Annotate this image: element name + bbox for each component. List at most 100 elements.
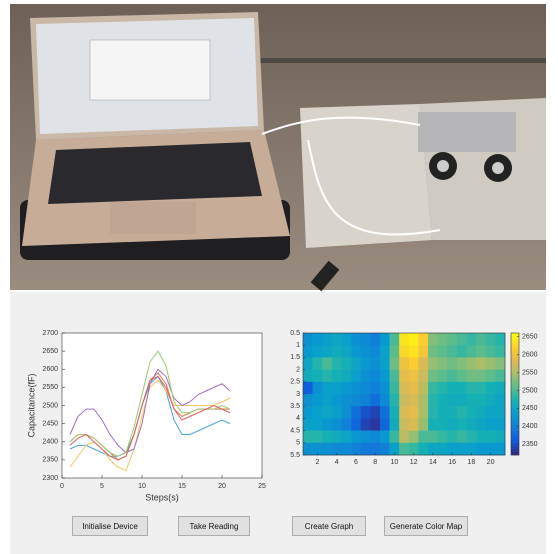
heat-cell xyxy=(457,418,467,431)
heat-cell xyxy=(438,333,448,346)
x-tick-label: 16 xyxy=(448,459,456,466)
heat-cell xyxy=(322,345,332,358)
colorbar-segment xyxy=(511,391,519,394)
heat-cell xyxy=(322,431,332,444)
heat-cell xyxy=(399,394,409,407)
heat-cell xyxy=(457,357,467,370)
colorbar-segment xyxy=(511,348,519,351)
colorbar-segment xyxy=(511,434,519,437)
heat-cell xyxy=(313,431,323,444)
page: 2300235024002450250025502600265027000510… xyxy=(0,0,558,554)
heat-cell xyxy=(476,357,486,370)
colorbar-segment xyxy=(511,357,519,360)
heat-cell xyxy=(322,418,332,431)
heat-cell xyxy=(390,345,400,358)
button[interactable]: Generate Color Map xyxy=(384,516,468,536)
heat-cell xyxy=(399,406,409,419)
colorbar-segment xyxy=(511,449,519,452)
heat-cell xyxy=(303,406,313,419)
heat-cell xyxy=(418,370,428,383)
heat-cell xyxy=(438,418,448,431)
colorbar-segment xyxy=(511,437,519,440)
button[interactable]: Initialise Device xyxy=(72,516,148,536)
heat-cell xyxy=(380,357,390,370)
heat-cell xyxy=(332,406,342,419)
colorbar-segment xyxy=(511,415,519,418)
heat-cell xyxy=(341,345,351,358)
heat-cell xyxy=(447,431,457,444)
heat-cell xyxy=(341,431,351,444)
heat-cell xyxy=(476,382,486,395)
heat-cell xyxy=(428,406,438,419)
y-tick-label: 5.5 xyxy=(290,452,300,459)
heat-cell xyxy=(438,345,448,358)
x-tick-label: 6 xyxy=(354,459,358,466)
heat-cell xyxy=(380,431,390,444)
colorbar-segment xyxy=(511,354,519,357)
heat-cell xyxy=(467,418,477,431)
x-tick-label: 15 xyxy=(178,483,186,490)
y-tick-label: 2.5 xyxy=(290,379,300,386)
heat-cell xyxy=(399,333,409,346)
heat-cell xyxy=(476,406,486,419)
colorbar-segment xyxy=(511,382,519,385)
heat-cell xyxy=(447,382,457,395)
colorbar-segment xyxy=(511,364,519,367)
heat-cell xyxy=(447,394,457,407)
heat-cell xyxy=(361,370,371,383)
heat-cell xyxy=(370,394,380,407)
heat-cell xyxy=(303,418,313,431)
heat-cell xyxy=(361,431,371,444)
heat-cell xyxy=(495,443,505,456)
x-tick-label: 18 xyxy=(467,459,475,466)
heat-cell xyxy=(457,382,467,395)
heat-cell xyxy=(303,357,313,370)
heat-cell xyxy=(399,418,409,431)
heat-cell xyxy=(351,370,361,383)
heat-cell xyxy=(409,370,419,383)
heat-cell xyxy=(351,394,361,407)
heat-cell xyxy=(332,333,342,346)
heat-cell xyxy=(495,406,505,419)
y-tick-label: 2550 xyxy=(42,384,58,391)
screen: 2300235024002450250025502600265027000510… xyxy=(0,0,558,554)
x-tick-label: 10 xyxy=(390,459,398,466)
colorbar-segment xyxy=(511,373,519,376)
y-tick-label: 2 xyxy=(296,366,300,373)
heat-cell xyxy=(332,370,342,383)
heat-cell xyxy=(361,394,371,407)
heat-cell xyxy=(476,394,486,407)
heat-cell xyxy=(380,406,390,419)
heat-cell xyxy=(495,431,505,444)
y-tick-label: 5 xyxy=(296,440,300,447)
heat-cell xyxy=(303,394,313,407)
heat-cell xyxy=(399,357,409,370)
colorbar-segment xyxy=(511,394,519,397)
x-tick-label: 8 xyxy=(373,459,377,466)
heat-cell xyxy=(380,418,390,431)
heat-cell xyxy=(457,431,467,444)
heat-cell xyxy=(418,443,428,456)
y-tick-label: 1.5 xyxy=(290,354,300,361)
colorbar-tick-label: 2650 xyxy=(522,333,538,340)
heat-cell xyxy=(495,382,505,395)
heat-cell xyxy=(447,333,457,346)
heat-cell xyxy=(428,333,438,346)
colorbar-segment xyxy=(511,388,519,391)
heat-cell xyxy=(476,333,486,346)
heat-cell xyxy=(486,394,496,407)
button[interactable]: Take Reading xyxy=(178,516,250,536)
heat-cell xyxy=(467,431,477,444)
y-axis-label: Capacitance(fF) xyxy=(26,373,36,437)
y-tick-label: 2700 xyxy=(42,330,58,337)
button[interactable]: Create Graph xyxy=(292,516,366,536)
heat-cell xyxy=(351,345,361,358)
heat-cell xyxy=(390,418,400,431)
heat-cell xyxy=(370,418,380,431)
heat-cell xyxy=(313,418,323,431)
heat-cell xyxy=(428,394,438,407)
x-tick-label: 14 xyxy=(429,459,437,466)
y-tick-label: 2500 xyxy=(42,402,58,409)
heat-cell xyxy=(457,443,467,456)
colorbar-segment xyxy=(511,406,519,409)
